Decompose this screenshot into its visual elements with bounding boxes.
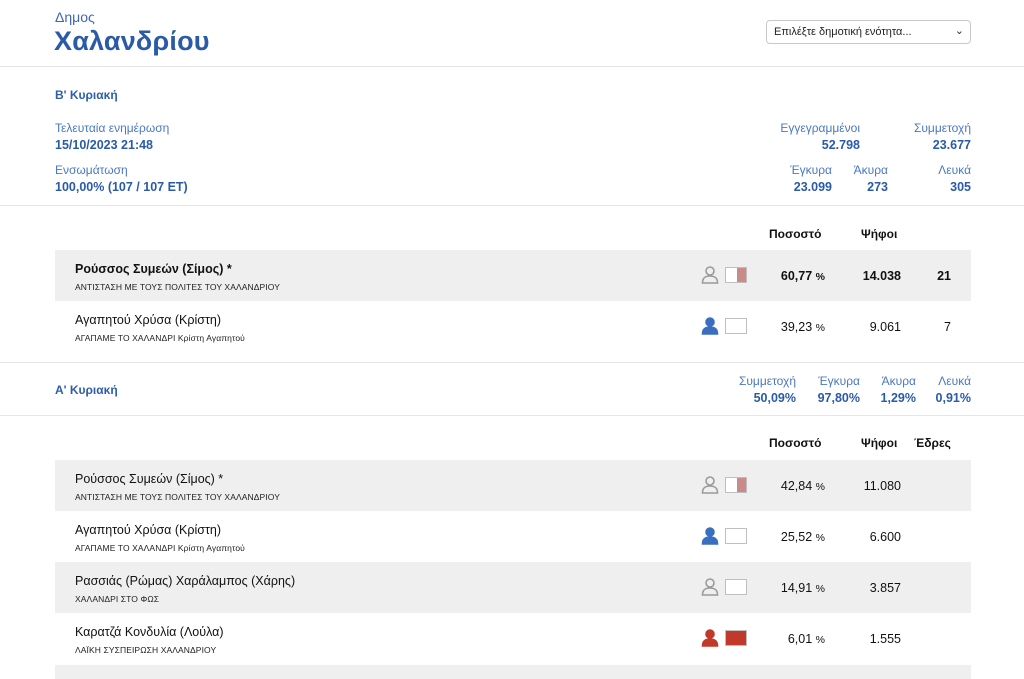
last-update-value: 15/10/2023 21:48 bbox=[55, 138, 154, 152]
integration-label: Ενσωμάτωση bbox=[55, 163, 128, 177]
round-a-turnout-value: 50,09% bbox=[753, 391, 796, 405]
candidate-votes: 11.080 bbox=[863, 479, 901, 493]
divider bbox=[0, 362, 1024, 363]
candidate-votes: 6.600 bbox=[869, 530, 901, 544]
candidate-party: ΑΝΤΙΣΤΑΣΗ ΜΕ ΤΟΥΣ ΠΟΛΙΤΕΣ ΤΟΥ ΧΑΛΑΝΔΡΙΟΥ bbox=[75, 282, 280, 292]
candidate-seats: 21 bbox=[937, 269, 951, 283]
turnout-value: 23.677 bbox=[932, 138, 971, 152]
candidate-votes: 14.038 bbox=[862, 269, 901, 283]
invalid-label: Άκυρα bbox=[853, 163, 888, 177]
municipality-label: Δημος bbox=[55, 9, 95, 25]
round-a-invalid-value: 1,29% bbox=[880, 391, 916, 405]
candidate-name: Καρατζά Κονδυλία (Λούλα) bbox=[75, 625, 224, 639]
candidate-name: Ρούσσος Συμεών (Σίμος) * bbox=[75, 262, 232, 276]
candidate-name: Αγαπητού Χρύσα (Κρίστη) bbox=[75, 313, 222, 327]
candidate-percent: 42,84 % bbox=[780, 479, 825, 493]
round-b-title: Β' Κυριακή bbox=[55, 88, 118, 102]
table-row[interactable]: Ρασσιάς (Ρώμας) Χαράλαμπος (Χάρης) ΧΑΛΑΝΔ… bbox=[55, 562, 971, 613]
candidate-percent: 39,23 % bbox=[780, 320, 825, 334]
candidate-percent: 60,77 % bbox=[780, 269, 825, 283]
candidate-party: ΛΑΪΚΗ ΣΥΣΠΕΙΡΩΣΗ ΧΑΛΑΝΔΡΙΟΥ bbox=[75, 645, 217, 655]
candidate-votes: 3.857 bbox=[869, 581, 901, 595]
candidate-party: ΑΝΤΙΣΤΑΣΗ ΜΕ ΤΟΥΣ ΠΟΛΙΤΕΣ ΤΟΥ ΧΑΛΑΝΔΡΙΟΥ bbox=[75, 492, 280, 502]
blank-value: 305 bbox=[950, 180, 971, 194]
col-percent: Ποσοστό bbox=[769, 227, 822, 241]
party-color-swatch bbox=[725, 267, 747, 283]
table-row[interactable]: Ρούσσος Συμεών (Σίμος) * ΑΝΤΙΣΤΑΣΗ ΜΕ ΤΟΥ… bbox=[55, 460, 971, 511]
person-icon bbox=[701, 527, 719, 545]
table-row bbox=[55, 665, 971, 679]
col-percent: Ποσοστό bbox=[769, 436, 822, 450]
party-color-swatch bbox=[725, 630, 747, 646]
party-color-swatch bbox=[725, 477, 747, 493]
registered-label: Εγγεγραμμένοι bbox=[780, 121, 860, 135]
candidate-party: ΑΓΑΠΑΜΕ ΤΟ ΧΑΛΑΝΔΡΙ Κρίστη Αγαπητού bbox=[75, 333, 245, 343]
table-row[interactable]: Καρατζά Κονδυλία (Λούλα) ΛΑΪΚΗ ΣΥΣΠΕΙΡΩΣΗ… bbox=[55, 613, 971, 664]
person-icon bbox=[701, 578, 719, 596]
blank-label: Λευκά bbox=[938, 163, 971, 177]
chevron-down-icon: ⌄ bbox=[954, 25, 964, 37]
candidate-votes: 1.555 bbox=[869, 632, 901, 646]
round-a-blank-label: Λευκά bbox=[938, 374, 971, 388]
candidate-percent: 14,91 % bbox=[780, 581, 825, 595]
candidate-party: ΑΓΑΠΑΜΕ ΤΟ ΧΑΛΑΝΔΡΙ Κρίστη Αγαπητού bbox=[75, 543, 245, 553]
person-icon bbox=[701, 317, 719, 335]
candidate-name: Αγαπητού Χρύσα (Κρίστη) bbox=[75, 523, 222, 537]
table-row[interactable]: Ρούσσος Συμεών (Σίμος) * ΑΝΤΙΣΤΑΣΗ ΜΕ ΤΟΥ… bbox=[55, 250, 971, 301]
person-icon bbox=[701, 629, 719, 647]
table-row[interactable]: Αγαπητού Χρύσα (Κρίστη) ΑΓΑΠΑΜΕ ΤΟ ΧΑΛΑΝΔ… bbox=[55, 301, 971, 352]
round-a-turnout-label: Συμμετοχή bbox=[738, 374, 796, 388]
candidate-votes: 9.061 bbox=[869, 320, 901, 334]
registered-value: 52.798 bbox=[821, 138, 860, 152]
round-a-title: Α' Κυριακή bbox=[55, 383, 118, 397]
valid-value: 23.099 bbox=[793, 180, 832, 194]
round-a-blank-value: 0,91% bbox=[935, 391, 971, 405]
turnout-label: Συμμετοχή bbox=[913, 121, 971, 135]
round-a-valid-value: 97,80% bbox=[817, 391, 860, 405]
col-votes: Ψήφοι bbox=[861, 436, 898, 450]
candidate-name: Ρασσιάς (Ρώμας) Χαράλαμπος (Χάρης) bbox=[75, 574, 296, 588]
last-update-label: Τελευταία ενημέρωση bbox=[55, 121, 170, 135]
party-color-swatch bbox=[725, 318, 747, 334]
person-icon bbox=[701, 266, 719, 284]
invalid-value: 273 bbox=[867, 180, 888, 194]
col-seats: Έδρες bbox=[914, 436, 951, 450]
divider bbox=[0, 205, 1024, 206]
municipality-name: Χαλανδρίου bbox=[54, 26, 210, 56]
person-icon bbox=[701, 476, 719, 494]
valid-label: Έγκυρα bbox=[790, 163, 832, 177]
divider bbox=[0, 415, 1024, 416]
party-color-swatch bbox=[725, 528, 747, 544]
candidate-percent: 25,52 % bbox=[780, 530, 825, 544]
candidate-party: ΧΑΛΑΝΔΡΙ ΣΤΟ ΦΩΣ bbox=[75, 594, 160, 604]
candidate-percent: 6,01 % bbox=[787, 632, 825, 646]
round-a-valid-label: Έγκυρα bbox=[818, 374, 860, 388]
page-header: Δημος Χαλανδρίου Επιλέξτε δημοτική ενότη… bbox=[0, 0, 1024, 67]
integration-value: 100,00% (107 / 107 ΕΤ) bbox=[55, 180, 188, 194]
candidate-name: Ρούσσος Συμεών (Σίμος) * bbox=[75, 472, 224, 486]
table-row[interactable]: Αγαπητού Χρύσα (Κρίστη) ΑΓΑΠΑΜΕ ΤΟ ΧΑΛΑΝΔ… bbox=[55, 511, 971, 562]
district-select-value: Επιλέξτε δημοτική ενότητα... bbox=[774, 26, 912, 38]
party-color-swatch bbox=[725, 579, 747, 595]
district-select[interactable]: Επιλέξτε δημοτική ενότητα... ⌄ bbox=[766, 20, 971, 44]
candidate-seats: 7 bbox=[944, 320, 951, 334]
round-a-invalid-label: Άκυρα bbox=[881, 374, 916, 388]
col-votes: Ψήφοι bbox=[861, 227, 898, 241]
